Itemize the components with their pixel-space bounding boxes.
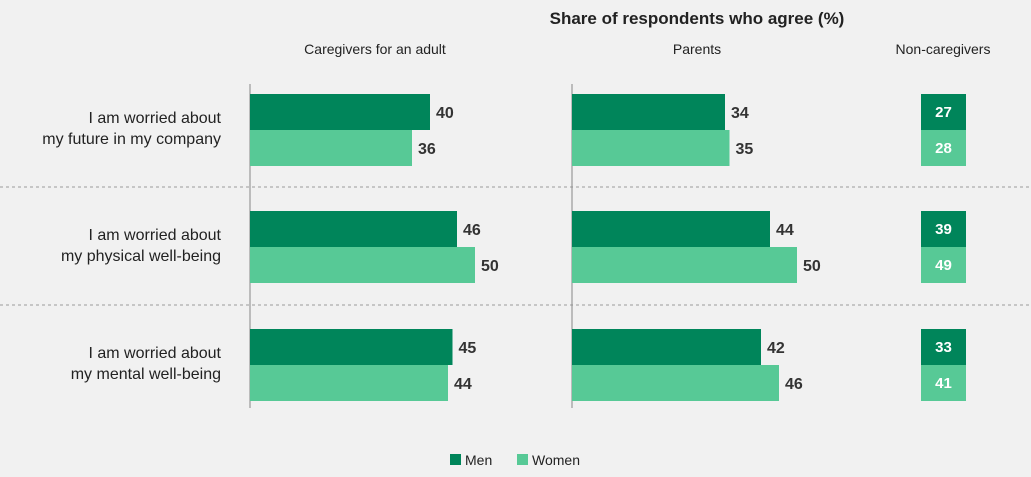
value-box-women	[921, 365, 966, 401]
bar-caregivers-for-an-adult-women	[250, 365, 448, 401]
legend-label-men: Men	[465, 452, 492, 468]
chart-title: Share of respondents who agree (%)	[550, 9, 845, 28]
value-box-men	[921, 329, 966, 365]
category-label: I am worried about my future in my compan…	[42, 110, 221, 148]
category-label: I am worried about my physical well-being	[61, 227, 222, 265]
value-label: 46	[785, 376, 803, 393]
value-label: 36	[418, 141, 436, 158]
value-box-women	[921, 130, 966, 166]
value-box-label: 27	[935, 104, 952, 121]
value-label: 42	[767, 340, 785, 357]
bar-parents-men	[572, 329, 761, 365]
value-box-label: 39	[935, 221, 952, 238]
bar-parents-women	[572, 130, 730, 166]
panel-header-caregivers-for-an-adult: Caregivers for an adult	[304, 41, 446, 57]
bar-caregivers-for-an-adult-men	[250, 329, 453, 365]
value-box-label: 41	[935, 375, 952, 392]
value-label: 46	[463, 222, 481, 239]
bar-parents-men	[572, 94, 725, 130]
value-label: 50	[481, 258, 499, 275]
legend-label-women: Women	[532, 452, 580, 468]
value-label: 45	[459, 340, 477, 357]
value-box-men	[921, 94, 966, 130]
bar-parents-women	[572, 365, 779, 401]
value-label: 40	[436, 105, 454, 122]
legend-swatch-men	[450, 454, 461, 465]
legend-swatch-women	[517, 454, 528, 465]
bar-parents-women	[572, 247, 797, 283]
value-box-label: 49	[935, 257, 952, 274]
value-label: 50	[803, 258, 821, 275]
value-label: 35	[736, 141, 754, 158]
value-label: 34	[731, 105, 749, 122]
panel-header-non-caregivers: Non-caregivers	[896, 41, 991, 57]
bar-caregivers-for-an-adult-women	[250, 130, 412, 166]
bar-parents-men	[572, 211, 770, 247]
value-box-men	[921, 211, 966, 247]
bar-caregivers-for-an-adult-men	[250, 211, 457, 247]
panel-header-parents: Parents	[673, 41, 721, 57]
value-box-label: 33	[935, 339, 952, 356]
bar-caregivers-for-an-adult-women	[250, 247, 475, 283]
bar-caregivers-for-an-adult-men	[250, 94, 430, 130]
value-label: 44	[776, 222, 794, 239]
value-label: 44	[454, 376, 472, 393]
value-box-women	[921, 247, 966, 283]
value-box-label: 28	[935, 140, 952, 157]
category-label: I am worried about my mental well-being	[71, 345, 222, 383]
